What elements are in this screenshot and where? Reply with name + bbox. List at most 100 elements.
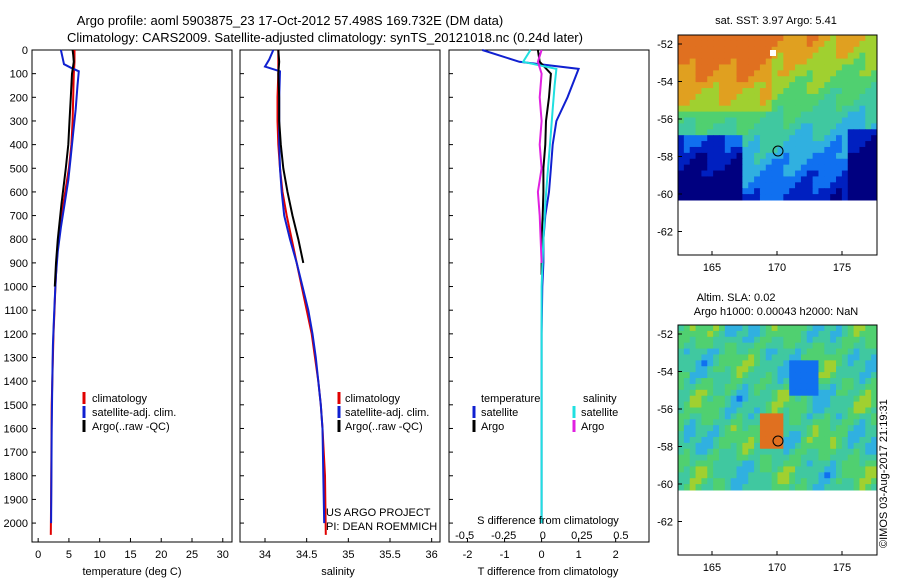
map-cell xyxy=(689,342,697,350)
map-cell xyxy=(759,389,767,397)
map-cell xyxy=(853,105,860,113)
map-cell xyxy=(847,105,855,113)
map-cell xyxy=(713,466,720,473)
map-cell xyxy=(800,342,808,350)
map-cell xyxy=(748,146,755,154)
map-cell xyxy=(800,188,808,195)
map-cell xyxy=(777,99,784,107)
map-cell xyxy=(812,395,819,403)
x-tick-label: 0 xyxy=(539,549,545,561)
map-cell xyxy=(718,448,726,456)
map-cell xyxy=(695,188,702,195)
map-cell xyxy=(824,466,831,473)
map-cell xyxy=(847,117,855,124)
map-cell xyxy=(707,35,714,42)
map-cell xyxy=(777,466,784,473)
map-cell xyxy=(859,105,866,113)
map-cell xyxy=(871,129,878,136)
map-cell xyxy=(678,82,685,89)
map-cell xyxy=(683,123,691,130)
map-cell xyxy=(724,442,732,450)
map-cell xyxy=(683,141,691,148)
map-cell xyxy=(771,88,778,95)
map-cell xyxy=(713,360,720,367)
map-cell xyxy=(841,436,849,444)
map-cell xyxy=(701,442,708,450)
map-cell xyxy=(683,111,691,118)
map-cell xyxy=(748,152,755,160)
map-cell xyxy=(707,158,714,166)
map-cell xyxy=(748,425,755,432)
map-cell xyxy=(748,378,755,385)
map-cell xyxy=(836,330,843,338)
map-cell xyxy=(701,76,708,83)
map-cell xyxy=(771,336,778,344)
map-cell xyxy=(830,330,837,338)
map-cell xyxy=(707,336,714,344)
map-cell xyxy=(853,141,860,148)
map-cell xyxy=(754,194,761,201)
map-cell xyxy=(754,419,761,426)
map-cell xyxy=(683,460,691,467)
map-cell xyxy=(713,93,720,101)
map-cell xyxy=(853,425,860,432)
map-cell xyxy=(771,170,778,177)
map-cell xyxy=(806,348,814,355)
map-cell xyxy=(701,111,708,118)
map-cell xyxy=(736,93,743,101)
map-cell xyxy=(818,330,825,338)
map-cell xyxy=(695,395,702,403)
map-cell xyxy=(718,366,726,373)
map-cell xyxy=(724,366,732,373)
map-cell xyxy=(859,141,866,148)
difference-top-label: S difference from climatology xyxy=(477,515,619,527)
map-cell xyxy=(683,330,691,338)
map-cell xyxy=(718,64,726,71)
map-cell xyxy=(707,188,714,195)
map-cell xyxy=(683,383,691,391)
map-cell xyxy=(759,82,767,89)
map-cell xyxy=(724,58,732,65)
map-cell xyxy=(836,348,843,355)
map-cell xyxy=(736,117,743,124)
map-cell xyxy=(841,170,849,177)
map-cell xyxy=(777,372,784,379)
map-cell xyxy=(824,170,831,177)
map-cell xyxy=(730,383,738,391)
map-cell xyxy=(859,129,866,136)
map-cell xyxy=(824,164,831,172)
map-cell xyxy=(871,460,878,467)
map-cell xyxy=(718,436,726,444)
map-cell xyxy=(865,88,872,95)
map-cell xyxy=(853,152,860,160)
map-cell xyxy=(841,88,849,95)
map-cell xyxy=(783,413,790,420)
x-tick-label: -2 xyxy=(463,549,473,561)
x-tick-label: 2 xyxy=(613,549,619,561)
map-cell xyxy=(695,484,702,491)
map-cell xyxy=(771,389,778,397)
map-cell xyxy=(783,82,790,89)
map-cell xyxy=(707,76,714,83)
map-cell xyxy=(759,336,767,344)
map-cell xyxy=(707,395,714,403)
map-cell xyxy=(765,466,773,473)
series-line-temperature-argo xyxy=(536,49,552,275)
map-cell xyxy=(771,395,778,403)
map-cell xyxy=(818,129,825,136)
map-cell xyxy=(847,466,855,473)
map-cell xyxy=(830,46,837,54)
map-cell xyxy=(701,366,708,373)
map-cell xyxy=(824,401,831,408)
map-cell xyxy=(777,141,784,148)
map-cell xyxy=(730,117,738,124)
map-cell xyxy=(718,194,726,201)
map-cell xyxy=(806,383,814,391)
map-cell xyxy=(765,35,773,42)
map-cell xyxy=(689,52,697,60)
pi-annotation: PI: DEAN ROEMMICH xyxy=(326,521,437,533)
map-cell xyxy=(736,176,743,183)
map-cell xyxy=(707,182,714,189)
map-cell xyxy=(754,401,761,408)
